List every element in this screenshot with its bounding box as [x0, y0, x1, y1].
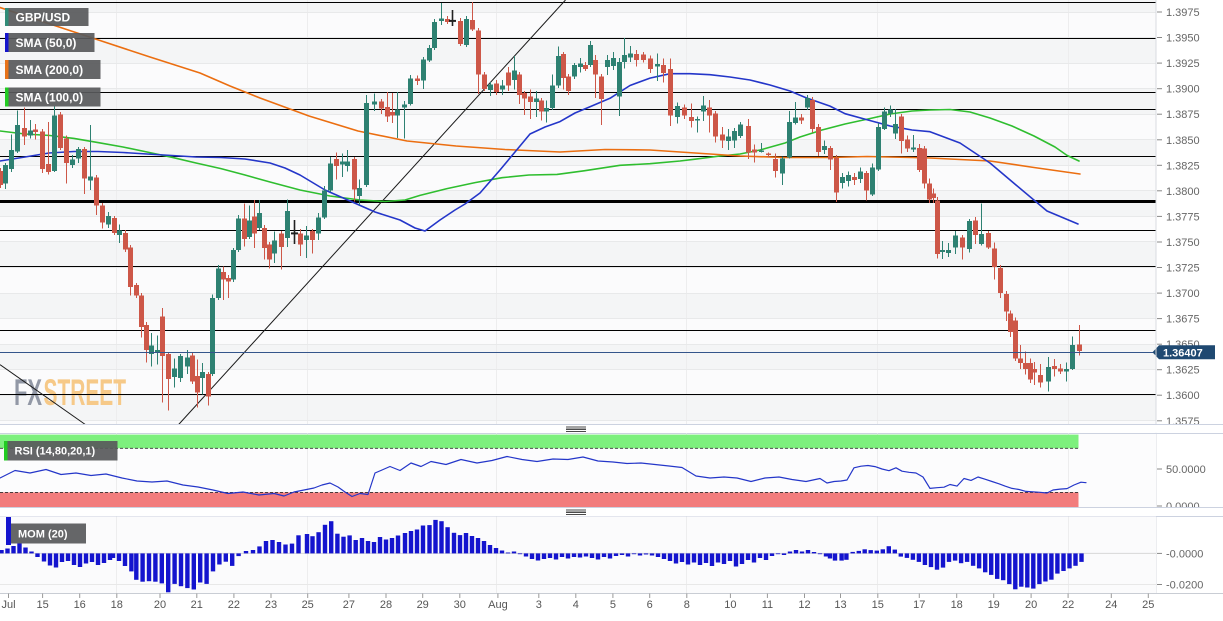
svg-text:1.3675: 1.3675 [1166, 314, 1200, 326]
svg-text:3: 3 [536, 599, 542, 611]
svg-text:GBP/USD: GBP/USD [16, 10, 71, 24]
svg-text:4: 4 [573, 599, 579, 611]
svg-text:18: 18 [111, 599, 123, 611]
svg-text:Jul: Jul [1, 599, 15, 611]
svg-text:8: 8 [684, 599, 690, 611]
svg-text:25: 25 [1142, 599, 1154, 611]
svg-text:11: 11 [762, 599, 773, 611]
svg-text:1.3600: 1.3600 [1166, 390, 1200, 402]
svg-text:1.3925: 1.3925 [1166, 58, 1200, 70]
svg-text:1.3625: 1.3625 [1166, 365, 1200, 377]
svg-text:19: 19 [988, 599, 1000, 611]
svg-text:SMA (100,0): SMA (100,0) [16, 90, 84, 104]
svg-text:-0.0000: -0.0000 [1166, 548, 1203, 560]
svg-text:29: 29 [417, 599, 429, 611]
svg-text:1.3825: 1.3825 [1166, 160, 1200, 172]
svg-text:30: 30 [454, 599, 466, 611]
svg-text:50.0000: 50.0000 [1166, 464, 1206, 476]
svg-text:FX: FX [14, 372, 42, 413]
svg-text:1.3875: 1.3875 [1166, 109, 1200, 121]
svg-text:1.3775: 1.3775 [1166, 211, 1200, 223]
svg-text:27: 27 [343, 599, 355, 611]
svg-text:1.36407: 1.36407 [1163, 348, 1203, 360]
svg-text:15: 15 [36, 599, 48, 611]
svg-text:12: 12 [798, 599, 810, 611]
svg-text:1.3725: 1.3725 [1166, 263, 1200, 275]
svg-text:21: 21 [191, 599, 203, 611]
svg-text:22: 22 [1062, 599, 1074, 611]
svg-text:24: 24 [1105, 599, 1117, 611]
svg-text:SMA (50,0): SMA (50,0) [16, 36, 77, 50]
svg-text:28: 28 [380, 599, 392, 611]
svg-text:Aug: Aug [488, 599, 508, 611]
svg-text:20: 20 [1025, 599, 1037, 611]
svg-text:5: 5 [610, 599, 616, 611]
svg-text:1.3750: 1.3750 [1166, 237, 1200, 249]
svg-text:STREET: STREET [44, 372, 127, 413]
svg-text:1.3975: 1.3975 [1166, 7, 1200, 19]
svg-text:13: 13 [834, 599, 846, 611]
svg-text:MOM (20): MOM (20) [18, 529, 68, 541]
svg-text:1.3700: 1.3700 [1166, 288, 1200, 300]
svg-text:16: 16 [74, 599, 86, 611]
svg-text:1.3900: 1.3900 [1166, 84, 1200, 96]
svg-text:RSI (14,80,20,1): RSI (14,80,20,1) [15, 446, 96, 458]
svg-text:18: 18 [951, 599, 963, 611]
svg-text:20: 20 [154, 599, 166, 611]
svg-text:-0.0200: -0.0200 [1166, 580, 1203, 592]
svg-text:23: 23 [265, 599, 277, 611]
svg-text:15: 15 [872, 599, 884, 611]
svg-text:10: 10 [724, 599, 736, 611]
svg-text:17: 17 [913, 599, 925, 611]
svg-text:SMA (200,0): SMA (200,0) [16, 63, 84, 77]
svg-text:22: 22 [228, 599, 240, 611]
svg-text:1.3850: 1.3850 [1166, 135, 1200, 147]
svg-text:1.3800: 1.3800 [1166, 186, 1200, 198]
svg-text:1.3950: 1.3950 [1166, 33, 1200, 45]
svg-text:6: 6 [647, 599, 653, 611]
svg-text:25: 25 [302, 599, 314, 611]
